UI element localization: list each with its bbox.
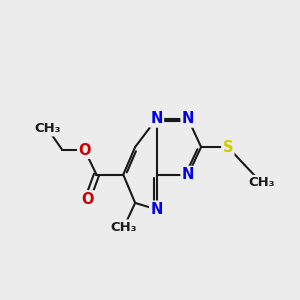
Text: CH₃: CH₃ <box>248 176 275 189</box>
Text: N: N <box>182 167 194 182</box>
Text: N: N <box>182 111 194 126</box>
Text: CH₃: CH₃ <box>34 122 61 135</box>
Text: O: O <box>78 142 91 158</box>
Text: S: S <box>223 140 233 154</box>
Text: CH₃: CH₃ <box>111 221 137 234</box>
Text: O: O <box>81 191 94 206</box>
Text: N: N <box>150 202 163 217</box>
Text: N: N <box>150 111 163 126</box>
